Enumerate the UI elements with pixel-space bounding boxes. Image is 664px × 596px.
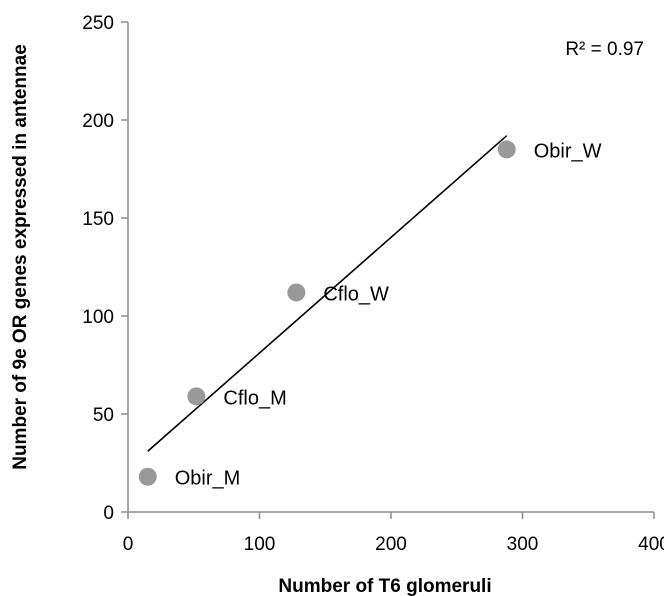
x-axis-title: Number of T6 glomeruli (278, 576, 491, 596)
data-point (138, 467, 157, 486)
data-point-label: Cflo_W (323, 283, 389, 305)
x-tick-label: 0 (123, 534, 134, 555)
data-point-label: Obir_M (175, 468, 241, 490)
y-tick-label: 150 (82, 209, 114, 230)
x-tick-label: 200 (375, 534, 407, 555)
y-tick-label: 200 (82, 111, 114, 132)
r-squared-annotation: R² = 0.97 (565, 39, 644, 60)
trendline (147, 135, 508, 452)
y-tick-label: 50 (93, 405, 114, 426)
y-axis-ticks: 0 50 100 150 200 250 (82, 13, 128, 524)
x-tick-label: 400 (638, 534, 664, 555)
y-tick-label: 0 (103, 503, 114, 524)
data-point (497, 140, 516, 159)
data-point (187, 387, 206, 406)
y-tick-label: 250 (82, 13, 114, 34)
x-tick-label: 300 (507, 534, 539, 555)
data-point (287, 283, 306, 302)
data-point-label: Cflo_M (223, 387, 286, 409)
y-tick-label: 100 (82, 307, 114, 328)
data-point-label: Obir_W (534, 140, 602, 162)
x-tick-label: 100 (244, 534, 276, 555)
y-axis-title: Number of 9e OR genes expressed in anten… (10, 44, 31, 470)
data-points: Obir_M Cflo_M Cflo_W Obir_W (138, 140, 602, 490)
x-axis-ticks: 0 100 200 300 400 (123, 512, 664, 555)
